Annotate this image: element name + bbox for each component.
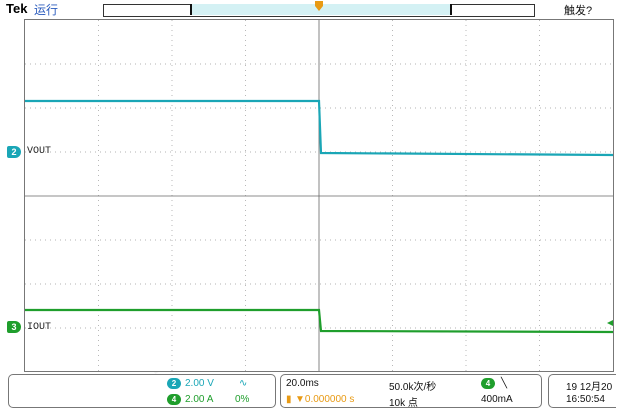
- graticule: [25, 20, 613, 371]
- top-bar: Tek 运行 触发?: [0, 0, 618, 19]
- ch2-vertical-scale: 2.00 V: [185, 378, 214, 389]
- trigger-level-marker: [607, 320, 613, 326]
- channel-settings-panel[interactable]: 2 2.00 V ∿ 4 2.00 A 0%: [8, 374, 276, 408]
- status-bar: 2 2.00 V ∿ 4 2.00 A 0% 20.0ms ▮ ▼0.00000…: [0, 373, 618, 410]
- ch3-waveform-trace: [25, 308, 613, 334]
- brand-logo: Tek: [6, 1, 28, 16]
- ch2-marker[interactable]: 2: [7, 146, 21, 158]
- acquisition-run-state[interactable]: 运行: [34, 3, 59, 17]
- graticule-grid: [25, 20, 613, 371]
- trigger-position-icon: [315, 1, 323, 11]
- trigger-slope-icon: ╲: [501, 378, 508, 389]
- trigger-status: 触发?: [564, 5, 593, 17]
- ch3-marker[interactable]: 3: [7, 321, 21, 333]
- ch2-scale-badge: 2: [167, 378, 181, 389]
- horizontal-trigger-panel[interactable]: 20.0ms ▮ ▼0.000000 s 50.0k次/秒 10k 点 4 ╲ …: [280, 374, 542, 409]
- trigger-source-badge: 4: [481, 378, 495, 389]
- record-length: 10k 点: [389, 398, 418, 409]
- ch4-scale-badge: 4: [167, 394, 181, 405]
- ch2-waveform-trace: [25, 99, 613, 157]
- time-display: 16:50:54: [566, 394, 605, 405]
- ch2-bandwidth-icon: ∿: [239, 378, 248, 389]
- date-display: 19 12月20: [566, 382, 613, 393]
- datetime-panel: 19 12月20 16:50:54: [548, 374, 616, 408]
- timebase-scale: 20.0ms: [286, 378, 319, 389]
- ch4-offset: 0%: [235, 394, 250, 405]
- ch2-label: VOUT: [27, 146, 52, 157]
- sample-rate: 50.0k次/秒: [389, 382, 437, 393]
- trigger-position-value: ▼0.000000 s: [295, 394, 355, 405]
- waveform-display[interactable]: [24, 19, 614, 372]
- trigger-position-icon-small: ▮: [286, 394, 292, 405]
- record-view-window[interactable]: [190, 4, 452, 15]
- ch4-vertical-scale: 2.00 A: [185, 394, 214, 405]
- trigger-level: 400mA: [481, 394, 513, 405]
- ch3-label: IOUT: [27, 322, 52, 333]
